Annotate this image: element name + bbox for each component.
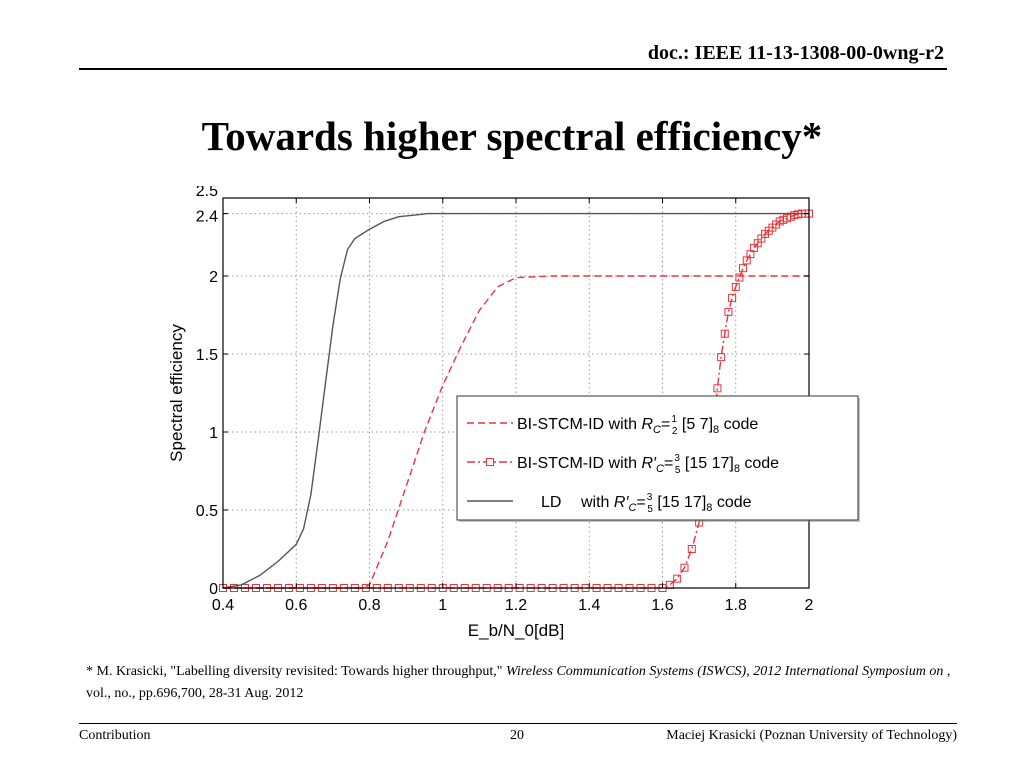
legend-box xyxy=(456,395,859,521)
x-tick-label: 1.8 xyxy=(725,597,747,614)
spectral-efficiency-chart: 0.4 0.6 0.8 1 1.2 1.4 1.6 1.8 2 0 0.5 1 1.5 2 2.4 2.5 E_… xyxy=(167,186,860,640)
footer-author: Maciej Krasicki (Poznan University of Te… xyxy=(666,728,957,743)
page-number: 20 xyxy=(510,728,524,743)
data-point xyxy=(680,563,689,572)
header-rule xyxy=(79,68,947,70)
y-tick-label: 0.5 xyxy=(196,503,218,520)
footnote: * M. Krasicki, "Labelling diversity revi… xyxy=(86,661,956,705)
y-tick-label: 2 xyxy=(209,269,218,286)
x-tick-label: 0.8 xyxy=(358,597,380,614)
x-tick-label: 0.6 xyxy=(285,597,307,614)
document-id: doc.: IEEE 11-13-1308-00-0wng-r2 xyxy=(647,42,944,64)
footer-rule xyxy=(79,723,957,724)
y-tick-label: 1 xyxy=(209,425,218,442)
legend-label: BI-STCM-ID with RC=1 2 [5 7]8 code xyxy=(517,414,758,437)
footnote-venue: Wireless Communication Systems (ISWCS), … xyxy=(506,664,944,679)
series-line xyxy=(223,275,809,589)
data-point xyxy=(724,307,733,316)
legend-marker xyxy=(486,458,494,466)
y-tick-label: 0 xyxy=(209,581,218,598)
x-tick-label: 1 xyxy=(438,597,447,614)
y-tick-label: 1.5 xyxy=(196,347,218,364)
legend-label-ld: LD xyxy=(541,494,561,511)
x-tick-label: 0.4 xyxy=(212,597,234,614)
data-point xyxy=(717,353,726,362)
footnote-details: , vol., no., pp.696,700, 28-31 Aug. 2012 xyxy=(86,664,951,701)
y-tick-label: 2.5 xyxy=(196,186,218,200)
footnote-text: * M. Krasicki, "Labelling diversity revi… xyxy=(86,664,507,679)
footer-label: Contribution xyxy=(79,728,151,743)
y-axis-label: Spectral efficiency xyxy=(167,324,186,462)
y-tick-label: 2.4 xyxy=(196,209,218,226)
data-point xyxy=(735,273,744,282)
legend-label: with R′C=3 5 [15 17]8 code xyxy=(580,492,752,515)
legend-label: BI-STCM-ID with R′C=3 5 [15 17]8 code xyxy=(517,453,779,476)
x-tick-label: 1.6 xyxy=(651,597,673,614)
data-point xyxy=(673,574,682,583)
data-point xyxy=(728,293,737,302)
series-line xyxy=(222,212,809,589)
x-tick-label: 2 xyxy=(805,597,814,614)
data-point xyxy=(687,545,696,553)
data-point xyxy=(720,329,729,338)
slide-title: Towards higher spectral efficiency* xyxy=(201,113,823,159)
data-point xyxy=(731,282,740,291)
x-tick-label: 1.2 xyxy=(505,597,527,614)
data-point xyxy=(739,264,748,273)
x-tick-label: 1.4 xyxy=(578,597,600,614)
data-point xyxy=(713,384,722,393)
x-axis-label: E_b/N_0[dB] xyxy=(468,621,564,640)
